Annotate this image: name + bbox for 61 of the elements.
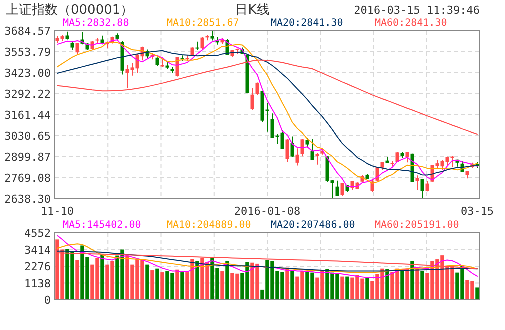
bar xyxy=(340,276,344,300)
bar xyxy=(420,271,424,300)
bar xyxy=(100,254,104,300)
y-tick-label: 3423.00 xyxy=(4,67,51,80)
y-tick-label: 3030.65 xyxy=(4,130,51,143)
y-tick-label: 3161.44 xyxy=(4,109,52,122)
bar xyxy=(150,270,154,300)
line-series xyxy=(57,60,478,135)
bar xyxy=(406,269,410,300)
candlestick xyxy=(290,136,294,158)
candlestick xyxy=(310,138,314,161)
candlestick xyxy=(370,178,374,192)
chart-title: 上证指数（000001） xyxy=(6,3,134,18)
candlestick xyxy=(416,175,420,192)
candlestick xyxy=(286,138,290,163)
candlestick xyxy=(210,30,214,42)
y-tick-label: 4552 xyxy=(24,227,51,240)
bar xyxy=(176,270,180,300)
y-tick-label: 3414 xyxy=(24,244,52,257)
candlestick xyxy=(256,82,260,96)
candlestick xyxy=(336,180,340,197)
candlestick xyxy=(200,36,204,50)
bar xyxy=(386,269,390,300)
candlestick xyxy=(420,178,424,200)
x-tick-label: 03-15 xyxy=(460,205,494,218)
bar xyxy=(346,276,350,300)
bar xyxy=(286,268,290,300)
bar xyxy=(400,271,404,300)
y-tick-label: 3292.22 xyxy=(4,88,51,101)
y-tick-label: 2899.87 xyxy=(4,151,51,164)
bar xyxy=(156,268,160,300)
bar xyxy=(220,272,224,300)
line-series xyxy=(57,235,478,278)
y-tick-label: 2276 xyxy=(24,260,51,274)
bar xyxy=(416,269,420,300)
bar xyxy=(290,271,294,300)
y-tick-label: 1138 xyxy=(24,277,51,290)
candlestick xyxy=(250,88,254,111)
legend: MA5:2832.88 MA10:2851.67 MA20:2841.30 MA60:2841.30 xyxy=(63,18,448,29)
y-tick-label: 2769.08 xyxy=(4,172,51,185)
chart-subtitle: 日K线 xyxy=(235,3,270,18)
bar xyxy=(226,261,230,300)
candlestick xyxy=(296,148,300,166)
candlestick xyxy=(316,152,320,166)
bar xyxy=(366,278,370,300)
bar xyxy=(196,261,200,300)
candlestick xyxy=(340,182,344,197)
y-tick-label: 3684.57 xyxy=(4,25,51,38)
y-tick-label: 2638.30 xyxy=(4,193,51,206)
bar xyxy=(476,288,480,300)
bar xyxy=(146,264,150,300)
x-tick-label: 2016-01-08 xyxy=(234,205,301,218)
y-tick-label: 3553.79 xyxy=(4,46,51,59)
bar xyxy=(160,272,164,300)
legend: MA5:145402.00 MA10:204889.00 MA20:207486.00 MA60:205191.00 xyxy=(63,220,460,231)
line-series xyxy=(57,244,478,274)
bar xyxy=(76,260,80,300)
y-tick-label: 0 xyxy=(44,294,51,307)
bar xyxy=(180,272,184,300)
x-tick-label: 11-10 xyxy=(40,205,74,218)
text: 2016-03-15 11:39:46 xyxy=(354,4,480,17)
